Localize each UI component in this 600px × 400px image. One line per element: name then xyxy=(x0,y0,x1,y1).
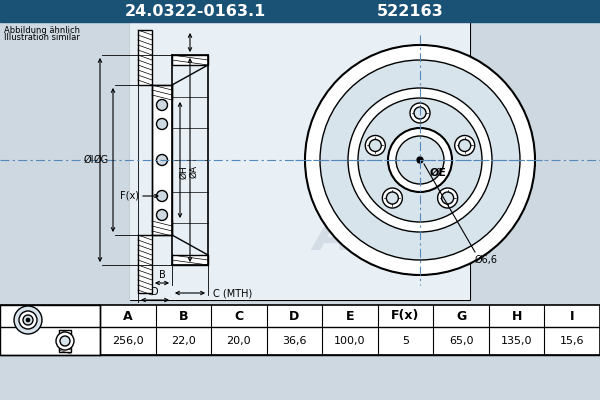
Circle shape xyxy=(60,336,70,346)
Circle shape xyxy=(458,140,470,152)
Text: Ø6,6: Ø6,6 xyxy=(475,255,498,265)
Circle shape xyxy=(348,88,492,232)
Circle shape xyxy=(14,306,42,334)
Circle shape xyxy=(365,136,385,156)
Circle shape xyxy=(157,190,167,202)
Bar xyxy=(59,330,71,352)
Bar xyxy=(138,235,152,293)
Circle shape xyxy=(157,210,167,220)
Circle shape xyxy=(442,192,454,204)
Text: B: B xyxy=(158,270,166,280)
Text: 65,0: 65,0 xyxy=(449,336,473,346)
Text: ØE: ØE xyxy=(430,168,447,178)
Circle shape xyxy=(157,100,167,110)
Text: ØG: ØG xyxy=(94,155,109,165)
Text: Abbildung ähnlich: Abbildung ähnlich xyxy=(4,26,80,35)
Circle shape xyxy=(23,315,33,325)
Text: 36,6: 36,6 xyxy=(282,336,307,346)
Text: 100,0: 100,0 xyxy=(334,336,366,346)
Text: D: D xyxy=(289,310,299,322)
Circle shape xyxy=(26,318,30,322)
Bar xyxy=(138,30,152,85)
Bar xyxy=(0,305,100,355)
Text: Ate: Ate xyxy=(313,211,407,259)
Circle shape xyxy=(19,311,37,329)
Text: F(x): F(x) xyxy=(120,191,139,201)
Text: C (MTH): C (MTH) xyxy=(213,288,252,298)
Circle shape xyxy=(437,188,458,208)
Circle shape xyxy=(386,192,398,204)
Text: A: A xyxy=(123,310,133,322)
Text: 522163: 522163 xyxy=(377,4,443,18)
Bar xyxy=(0,305,600,355)
Text: 256,0: 256,0 xyxy=(112,336,143,346)
Bar xyxy=(0,0,600,22)
Circle shape xyxy=(157,118,167,130)
Text: 5: 5 xyxy=(402,336,409,346)
Circle shape xyxy=(157,154,167,166)
Circle shape xyxy=(388,128,452,192)
Text: H: H xyxy=(511,310,522,322)
Text: 22,0: 22,0 xyxy=(171,336,196,346)
Text: 20,0: 20,0 xyxy=(227,336,251,346)
Bar xyxy=(172,55,208,65)
Text: ØA: ØA xyxy=(189,165,198,178)
Text: F(x): F(x) xyxy=(391,310,420,322)
Circle shape xyxy=(358,98,482,222)
Bar xyxy=(130,22,470,300)
Text: E: E xyxy=(346,310,354,322)
Text: I: I xyxy=(570,310,574,322)
Text: D: D xyxy=(151,287,159,297)
Text: 24.0322-0163.1: 24.0322-0163.1 xyxy=(124,4,266,18)
Text: B: B xyxy=(179,310,188,322)
Text: ØH: ØH xyxy=(179,165,188,179)
Circle shape xyxy=(370,140,382,152)
Text: C: C xyxy=(235,310,244,322)
Circle shape xyxy=(56,332,74,350)
Circle shape xyxy=(305,45,535,275)
Text: 135,0: 135,0 xyxy=(501,336,532,346)
Bar xyxy=(172,255,208,265)
Text: Illustration similar: Illustration similar xyxy=(4,33,80,42)
Circle shape xyxy=(320,60,520,260)
Text: 15,6: 15,6 xyxy=(560,336,584,346)
Circle shape xyxy=(417,157,423,163)
Text: ØI: ØI xyxy=(83,155,94,165)
Text: G: G xyxy=(456,310,466,322)
Bar xyxy=(130,22,470,300)
Bar xyxy=(152,85,172,235)
Circle shape xyxy=(414,107,426,119)
Circle shape xyxy=(382,188,403,208)
Circle shape xyxy=(410,103,430,123)
Circle shape xyxy=(455,136,475,156)
Circle shape xyxy=(396,136,444,184)
